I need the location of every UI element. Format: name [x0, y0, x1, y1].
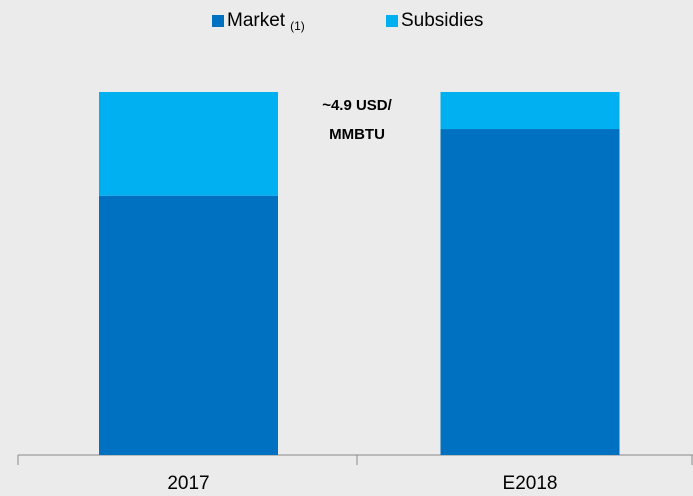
annotation: MMBTU — [329, 126, 385, 143]
legend-note: (1) — [290, 19, 305, 33]
legend-swatch — [386, 15, 398, 27]
annotation: ~4.9 USD/ — [322, 97, 392, 114]
legend-name: Subsidies — [401, 10, 483, 31]
legend-label: Market (1) — [227, 10, 305, 33]
x-tick-label: 2017 — [167, 473, 209, 494]
legend-label: Subsidies — [401, 10, 483, 31]
bar-segment — [99, 195, 278, 455]
legend-name: Market — [227, 10, 286, 31]
legend-swatch — [212, 15, 224, 27]
x-tick-label: E2018 — [503, 473, 558, 494]
bar-segment — [440, 129, 620, 455]
bar-segment — [440, 92, 620, 130]
bar-segment — [99, 92, 278, 196]
